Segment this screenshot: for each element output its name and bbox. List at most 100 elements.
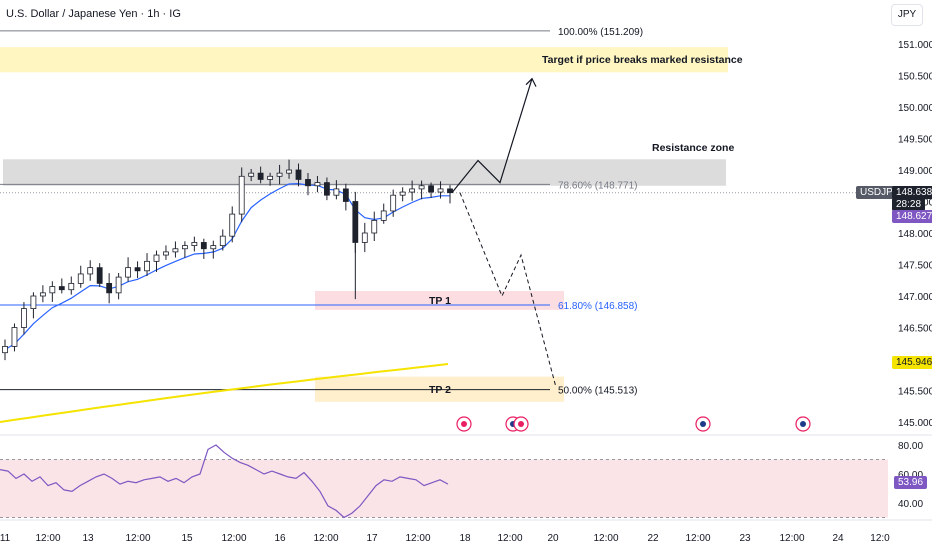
candle-body: [68, 282, 75, 291]
candle-body: [295, 169, 302, 180]
tp1-annotation: TP 1: [429, 295, 451, 307]
candle-body: [11, 327, 18, 347]
time-tick-label: 12:00: [405, 533, 430, 544]
price-tick-label: 145.000: [898, 418, 932, 429]
time-tick-label: 12:00: [125, 533, 150, 544]
time-tick-label: 11: [0, 533, 11, 544]
candle-body: [134, 267, 141, 272]
candle-body: [144, 260, 150, 272]
price-tick-label: 150.000: [898, 103, 932, 114]
rsi-band: [0, 459, 888, 518]
time-tick-label: 23: [739, 533, 751, 544]
candle-body: [276, 172, 283, 177]
candle-body: [106, 282, 113, 294]
fast-moving-average: [4, 182, 450, 351]
candle-body: [191, 242, 198, 246]
resistance-annotation: Resistance zone: [652, 142, 734, 154]
time-tick-label: 24: [832, 533, 844, 544]
candle-body: [248, 172, 255, 177]
ma-price-tag: 145.946: [892, 356, 932, 369]
countdown-tag: 28:28: [892, 198, 926, 211]
time-tick-label: 12:0: [870, 533, 890, 544]
fib-label: 50.00% (145.513): [558, 386, 638, 397]
candle-body: [163, 251, 169, 256]
candle-body: [257, 172, 264, 180]
rsi-line: [0, 444, 449, 519]
candle-body: [371, 219, 378, 234]
tp2-annotation: TP 2: [429, 384, 451, 396]
candles-layer: [2, 159, 453, 361]
candle-body: [115, 276, 122, 294]
candle-body: [49, 286, 56, 294]
rsi-tick-label: 40.00: [898, 499, 923, 510]
candle-body: [428, 185, 434, 193]
last-price-tag: 148.638: [892, 186, 932, 199]
candle-body: [418, 185, 425, 190]
candle-body: [229, 213, 236, 237]
target-annotation: Target if price breaks marked resistance: [542, 54, 743, 66]
candle-body: [267, 175, 274, 180]
projection-layer: [451, 77, 557, 388]
time-tick-label: 18: [459, 533, 471, 544]
price-tick-label: 149.000: [898, 166, 932, 177]
time-tick-label: 22: [647, 533, 659, 544]
candle-body: [333, 188, 340, 196]
price-tick-label: 147.000: [898, 292, 932, 303]
bid-price-tag: 148.627: [892, 210, 932, 223]
price-tick-label: 149.500: [898, 135, 932, 146]
candle-body: [314, 182, 321, 187]
fib-label: 100.00% (151.209): [558, 27, 643, 38]
price-tick-label: 150.500: [898, 72, 932, 83]
candle-body: [380, 210, 387, 221]
candle-body: [399, 191, 406, 196]
bullish-projection-arrow: [525, 77, 537, 87]
time-tick-label: 20: [547, 533, 559, 544]
time-tick-label: 16: [274, 533, 286, 544]
candle-body: [219, 235, 226, 246]
candle-body: [77, 273, 84, 284]
zones-layer: [0, 47, 728, 402]
time-tick-label: 12:00: [221, 533, 246, 544]
symbol-title[interactable]: U.S. Dollar / Japanese Yen · 1h · IG: [6, 8, 181, 20]
candle-body: [200, 242, 207, 250]
currency-label: JPY: [897, 9, 917, 20]
time-tick-label: 12:00: [313, 533, 338, 544]
rsi-tick-label: 60.00: [898, 470, 923, 481]
bearish-projection-path: [459, 192, 557, 388]
candle-body: [437, 188, 444, 193]
candle-body: [409, 188, 416, 193]
candle-body: [125, 267, 131, 278]
slow-moving-average: [0, 363, 449, 423]
time-tick-label: 13: [82, 533, 94, 544]
candle-body: [87, 267, 94, 275]
time-tick-label: 12:00: [779, 533, 804, 544]
time-tick-label: 17: [366, 533, 378, 544]
price-tick-label: 146.500: [898, 324, 932, 335]
economic-event-dot: [518, 421, 524, 427]
rsi-tick-label: 80.00: [898, 441, 923, 452]
candle-body: [447, 188, 453, 194]
price-tick-label: 151.000: [898, 40, 932, 51]
candle-body: [153, 254, 160, 262]
economic-event-dot: [800, 421, 806, 427]
ticker-tag: USDJPY: [856, 186, 904, 199]
candle-body: [286, 169, 292, 174]
price-tick-label: 148.000: [898, 229, 932, 240]
time-tick-label: 12:00: [685, 533, 710, 544]
candle-body: [210, 245, 217, 250]
moving-averages-layer: [0, 182, 450, 423]
resistance-zone: [3, 159, 726, 186]
candle-body: [2, 345, 8, 354]
bullish-projection-path: [451, 78, 533, 194]
candle-body: [96, 267, 103, 284]
currency-button[interactable]: JPY: [891, 4, 923, 26]
fib-label: 61.80% (146.858): [558, 301, 638, 312]
price-tick-label: 147.500: [898, 261, 932, 272]
time-tick-label: 12:00: [593, 533, 618, 544]
fib-levels-layer: 100.00% (151.209) 78.60% (148.771) 61.80% …: [0, 27, 888, 397]
candle-body: [30, 295, 37, 309]
time-tick-label: 12:00: [497, 533, 522, 544]
candle-body: [58, 286, 65, 291]
time-tick-label: 12:00: [35, 533, 60, 544]
